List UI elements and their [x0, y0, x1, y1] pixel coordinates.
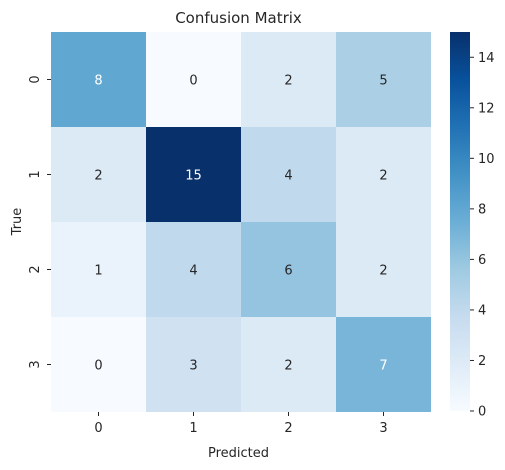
y-tick-label: 1 — [28, 170, 43, 178]
cell-value-label: 2 — [379, 264, 387, 279]
heatmap-cell — [241, 222, 336, 317]
cell-value-label: 2 — [94, 169, 102, 184]
heatmap-cell — [336, 317, 431, 412]
x-tick-label: 2 — [284, 421, 292, 436]
heatmap-cell — [241, 127, 336, 222]
cell-value-label: 5 — [379, 74, 387, 89]
cell-value-label: 1 — [94, 264, 102, 279]
heatmap-cell — [51, 127, 146, 222]
cell-value-label: 6 — [284, 264, 292, 279]
y-tick-label: 3 — [28, 360, 43, 368]
heatmap-cell-labels: 8 0 2 5 2 15 4 2 1 4 6 2 0 3 2 7 — [94, 74, 387, 374]
y-axis-label: True — [10, 208, 25, 237]
cell-value-label: 0 — [94, 359, 102, 374]
heatmap-cell — [146, 222, 241, 317]
cell-value-label: 8 — [94, 74, 102, 89]
colorbar-tick-label: 2 — [478, 354, 486, 369]
cell-value-label: 2 — [284, 74, 292, 89]
colorbar-tick-label: 12 — [478, 101, 495, 116]
x-tick-label: 3 — [379, 421, 387, 436]
heatmap-cell — [51, 317, 146, 412]
cell-value-label: 2 — [379, 169, 387, 184]
heatmap-cell — [336, 127, 431, 222]
colorbar-tick-label: 4 — [478, 303, 486, 318]
cell-value-label: 2 — [284, 359, 292, 374]
heatmap-cells — [51, 32, 431, 412]
heatmap-cell — [51, 32, 146, 127]
heatmap-cell — [146, 317, 241, 412]
colorbar — [450, 32, 470, 411]
chart-title: Confusion Matrix — [175, 9, 302, 27]
heatmap-cell — [146, 127, 241, 222]
colorbar-tick-label: 8 — [478, 202, 486, 217]
x-tick-label: 0 — [94, 421, 102, 436]
heatmap-cell — [146, 32, 241, 127]
y-axis-ticks: 0 1 2 3 — [28, 75, 51, 369]
cell-value-label: 3 — [189, 359, 197, 374]
cell-value-label: 4 — [284, 169, 292, 184]
cell-value-label: 15 — [185, 169, 202, 184]
cell-value-label: 4 — [189, 264, 197, 279]
heatmap-cell — [336, 32, 431, 127]
colorbar-ticks: 0 2 4 6 8 10 12 14 — [470, 51, 495, 420]
y-tick-label: 0 — [28, 75, 43, 83]
x-tick-label: 1 — [189, 421, 197, 436]
x-axis-label: Predicted — [208, 446, 269, 461]
cell-value-label: 0 — [189, 74, 197, 89]
colorbar-tick-label: 6 — [478, 253, 486, 268]
heatmap-cell — [241, 32, 336, 127]
colorbar-tick-label: 0 — [478, 405, 486, 420]
heatmap-cell — [336, 222, 431, 317]
cell-value-label: 7 — [379, 359, 387, 374]
heatmap-cell — [241, 317, 336, 412]
x-axis-ticks: 0 1 2 3 — [94, 412, 388, 436]
colorbar-tick-label: 14 — [478, 51, 495, 66]
colorbar-tick-label: 10 — [478, 152, 495, 167]
y-tick-label: 2 — [28, 265, 43, 273]
heatmap-cell — [51, 222, 146, 317]
